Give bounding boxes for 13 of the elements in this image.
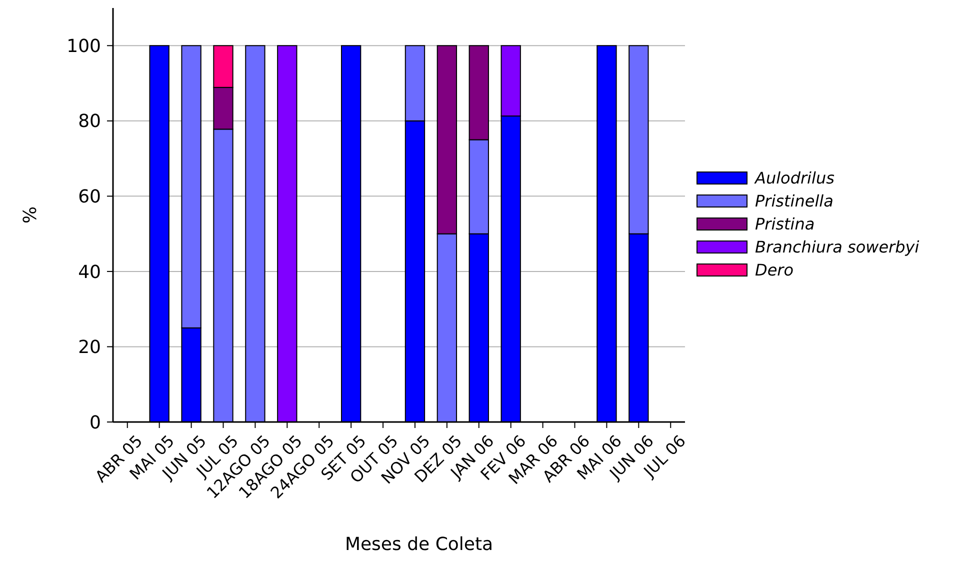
legend-label: Pristinella <box>755 192 834 211</box>
y-tick-label: 60 <box>78 186 101 208</box>
y-tick-label: 40 <box>78 262 101 283</box>
y-tick-label: 20 <box>78 337 101 358</box>
legend-label: Pristina <box>755 214 815 234</box>
legend-label: Dero <box>755 260 794 280</box>
y-axis-title: % <box>20 206 41 224</box>
y-tick-label: 0 <box>90 412 101 434</box>
y-tick-label: 100 <box>66 36 101 57</box>
y-tick-label: 80 <box>78 111 101 132</box>
x-axis-title: Meses de Coleta <box>344 534 494 555</box>
legend-label: Aulodrilus <box>754 168 834 188</box>
legend-label: Branchiura sowerbyi <box>755 238 920 257</box>
